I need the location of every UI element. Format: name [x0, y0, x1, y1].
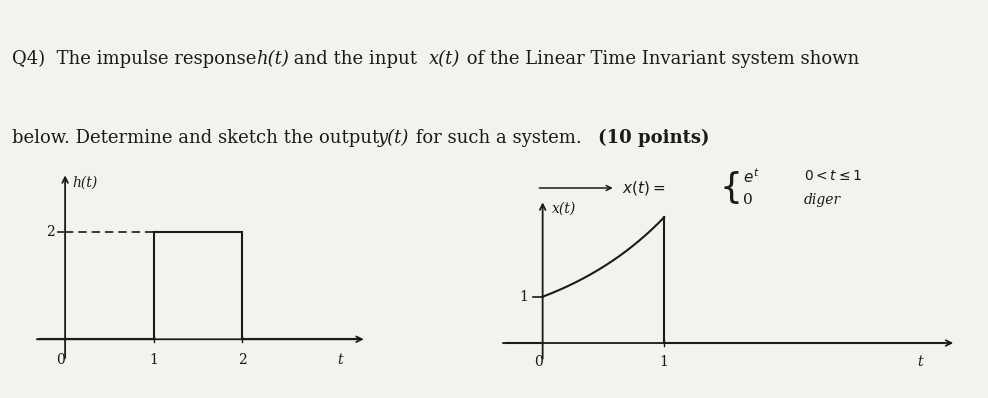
- Text: t: t: [917, 355, 923, 369]
- Text: and the input: and the input: [288, 50, 423, 68]
- Text: 2: 2: [238, 353, 247, 367]
- Text: 0: 0: [743, 193, 753, 207]
- Text: h(t): h(t): [256, 50, 288, 68]
- Text: 2: 2: [45, 225, 54, 239]
- Text: for such a system.: for such a system.: [410, 129, 588, 147]
- Text: 1: 1: [519, 290, 528, 304]
- Text: Q4)  The impulse response: Q4) The impulse response: [12, 49, 262, 68]
- Text: 0: 0: [534, 355, 542, 369]
- Text: $\{$: $\{$: [719, 170, 739, 207]
- Text: of the Linear Time Invariant system shown: of the Linear Time Invariant system show…: [460, 50, 859, 68]
- Text: h(t): h(t): [72, 175, 98, 189]
- Text: y(t): y(t): [378, 129, 409, 147]
- Text: t: t: [337, 353, 343, 367]
- Text: $x(t)=$: $x(t)=$: [621, 179, 665, 197]
- Text: (10 points): (10 points): [598, 129, 709, 147]
- Text: 1: 1: [660, 355, 669, 369]
- Text: below. Determine and sketch the output: below. Determine and sketch the output: [12, 129, 385, 147]
- Text: 1: 1: [149, 353, 158, 367]
- Text: x(t): x(t): [429, 50, 460, 68]
- Text: 0: 0: [56, 353, 65, 367]
- Text: $0 < t \leq 1$: $0 < t \leq 1$: [804, 170, 863, 183]
- Text: diger: diger: [804, 193, 841, 207]
- Text: x(t): x(t): [552, 202, 577, 216]
- Text: $e^t$: $e^t$: [743, 167, 760, 186]
